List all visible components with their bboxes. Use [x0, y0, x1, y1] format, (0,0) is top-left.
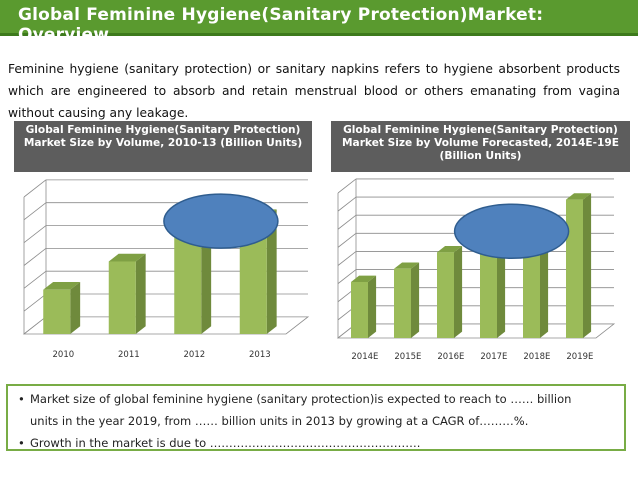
bar-top — [394, 262, 420, 269]
gridline-diag — [337, 178, 357, 194]
bar-side — [135, 253, 146, 334]
bar — [480, 232, 506, 338]
intro-paragraph: Feminine hygiene (sanitary protection) o… — [8, 62, 620, 120]
gridline-diag — [23, 225, 47, 243]
bar-side — [454, 246, 463, 338]
title-bar: Global Feminine Hygiene(Sanitary Protect… — [0, 0, 638, 45]
chart-left-header: Global Feminine Hygiene(Sanitary Protect… — [14, 121, 312, 172]
overlay-ellipse — [163, 193, 279, 249]
bar-side — [497, 232, 506, 338]
summary-bullet: Market size of global feminine hygiene (… — [18, 388, 624, 432]
bar — [43, 281, 81, 334]
gridline-diag — [337, 269, 357, 284]
gridline-diag — [337, 214, 357, 230]
gridline-diag — [337, 233, 357, 248]
bar-top — [108, 253, 146, 262]
bar-front — [566, 199, 583, 338]
x-tick-label: 2013 — [249, 350, 271, 360]
bar — [566, 193, 592, 338]
bar-top — [566, 193, 592, 200]
chart-right-title-line: Global Feminine Hygiene(Sanitary Protect… — [343, 124, 618, 136]
chart-right: 2014E 2015E 2016E 2017E 2018E 2019E — [336, 178, 616, 362]
x-tick-label: 2011 — [118, 350, 140, 360]
bar-front — [108, 261, 136, 334]
bar-side — [368, 275, 377, 338]
chart-left-title-line: Market Size by Volume, 2010-13 (Billion … — [23, 137, 303, 149]
page-title: Global Feminine Hygiene(Sanitary Protect… — [18, 5, 544, 45]
summary-bullet-text: Market size of global feminine hygiene (… — [30, 392, 572, 406]
summary-bullet: Growth in the market is due to ………………………… — [18, 432, 624, 454]
gridline-diag — [337, 251, 357, 266]
summary-bullet-text: Growth in the market is due to ………………………… — [30, 436, 421, 450]
gridline-diag — [23, 248, 47, 266]
gridline-diag — [337, 196, 357, 212]
bar — [437, 246, 463, 338]
chart-right-title-line: Market Size by Volume Forecasted, 2014E-… — [342, 137, 619, 149]
x-tick-label: 2016E — [437, 352, 464, 362]
x-tick-label: 2012 — [184, 350, 206, 360]
x-tick-label: 2019E — [566, 352, 593, 362]
bar-side — [411, 262, 420, 338]
gridline-diag — [23, 179, 47, 198]
gridline-diag — [23, 202, 47, 221]
bar — [394, 262, 420, 338]
x-tick-label: 2014E — [351, 352, 378, 362]
bar-top — [351, 275, 377, 282]
x-tick-label: 2015E — [394, 352, 421, 362]
bar-side — [266, 209, 277, 334]
bar — [108, 253, 146, 334]
overlay-ellipse — [453, 203, 570, 259]
bar-front — [351, 281, 368, 338]
bar-side — [583, 193, 592, 338]
bar-side — [201, 221, 212, 334]
bar-top — [43, 281, 81, 290]
x-tick-label: 2010 — [53, 350, 75, 360]
bar-front — [480, 239, 497, 338]
bar — [351, 275, 377, 338]
summary-bullet-text: units in the year 2019, from …… billion … — [30, 414, 529, 428]
bar-front — [394, 268, 411, 338]
bar-top — [437, 246, 463, 253]
gridline-diag — [23, 293, 47, 312]
chart-left: 2010 2011 2012 2013 — [22, 179, 310, 360]
bar-side — [70, 281, 81, 334]
chart-left-title-line: Global Feminine Hygiene(Sanitary Protect… — [25, 124, 301, 136]
bar-front — [43, 289, 71, 334]
bar-front — [437, 252, 454, 338]
x-tick-label: 2018E — [523, 352, 550, 362]
chart-right-title-line: (Billion Units) — [439, 150, 522, 162]
x-tick-label: 2017E — [480, 352, 507, 362]
summary-box: Market size of global feminine hygiene (… — [6, 384, 626, 454]
gridline-diag — [23, 270, 47, 289]
chart-right-header: Global Feminine Hygiene(Sanitary Protect… — [331, 121, 630, 172]
bar-front — [174, 229, 202, 334]
